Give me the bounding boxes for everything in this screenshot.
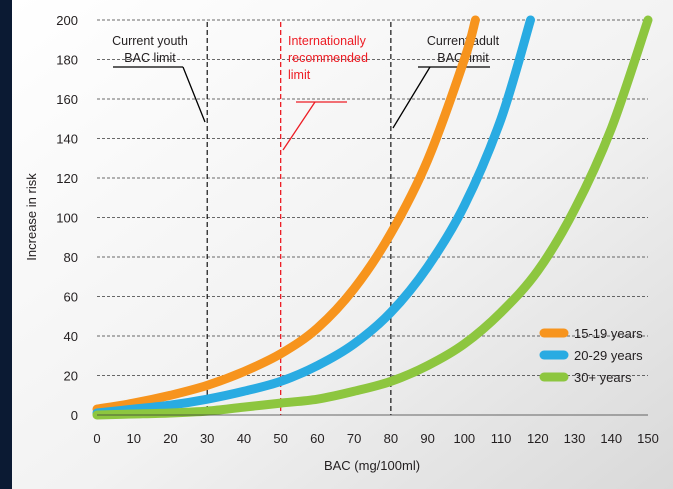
y-tick-label: 100 [56,211,78,226]
reference-label: Current adult [427,34,500,48]
reference-label: BAC limit [124,51,176,65]
reference-label: limit [288,68,311,82]
x-tick-label: 60 [310,431,324,446]
y-tick-label: 160 [56,92,78,107]
reference-lines: Current youth BAC limit Internationally rec… [112,22,500,415]
x-tick-label: 80 [384,431,398,446]
axes: 0 20 40 60 80 100 120 140 160 180 200 0 10 20 30 40 50 60… [56,13,659,446]
x-tick-label: 10 [126,431,140,446]
x-tick-label: 130 [564,431,586,446]
y-tick-label: 0 [71,408,78,423]
series-line-20-29-years [92,15,535,418]
x-tick-label: 120 [527,431,549,446]
x-tick-label: 100 [453,431,475,446]
y-tick-label: 40 [64,329,78,344]
series-lines [92,15,653,420]
series-line-30-years [92,15,653,420]
y-axis-title: Increase in risk [24,173,39,261]
callout-pointer [282,101,316,151]
x-tick-label: 50 [273,431,287,446]
x-tick-label: 70 [347,431,361,446]
y-tick-label: 60 [64,290,78,305]
y-tick-label: 20 [64,369,78,384]
series-line-15-19-years [92,15,480,414]
x-tick-label: 150 [637,431,659,446]
y-tick-label: 80 [64,250,78,265]
x-axis-title: BAC (mg/100ml) [324,458,420,473]
x-tick-label: 90 [420,431,434,446]
y-tick-label: 120 [56,171,78,186]
reference-label: Internationally [288,34,367,48]
x-tick-label: 140 [600,431,622,446]
legend: 15-19 years 20-29 years 30+ years [539,326,643,385]
reference-label: recommended [288,51,368,65]
y-tick-label: 140 [56,132,78,147]
y-tick-label: 200 [56,13,78,28]
x-tick-label: 40 [237,431,251,446]
y-tick-label: 180 [56,53,78,68]
legend-label: 15-19 years [574,326,643,341]
callout-pointer [392,66,431,129]
legend-label: 30+ years [574,370,632,385]
legend-label: 20-29 years [574,348,643,363]
reference-label: Current youth [112,34,188,48]
x-tick-label: 30 [200,431,214,446]
x-tick-label: 110 [491,431,512,446]
x-tick-label: 20 [163,431,177,446]
x-tick-label: 0 [93,431,100,446]
callout-pointer [182,66,206,123]
